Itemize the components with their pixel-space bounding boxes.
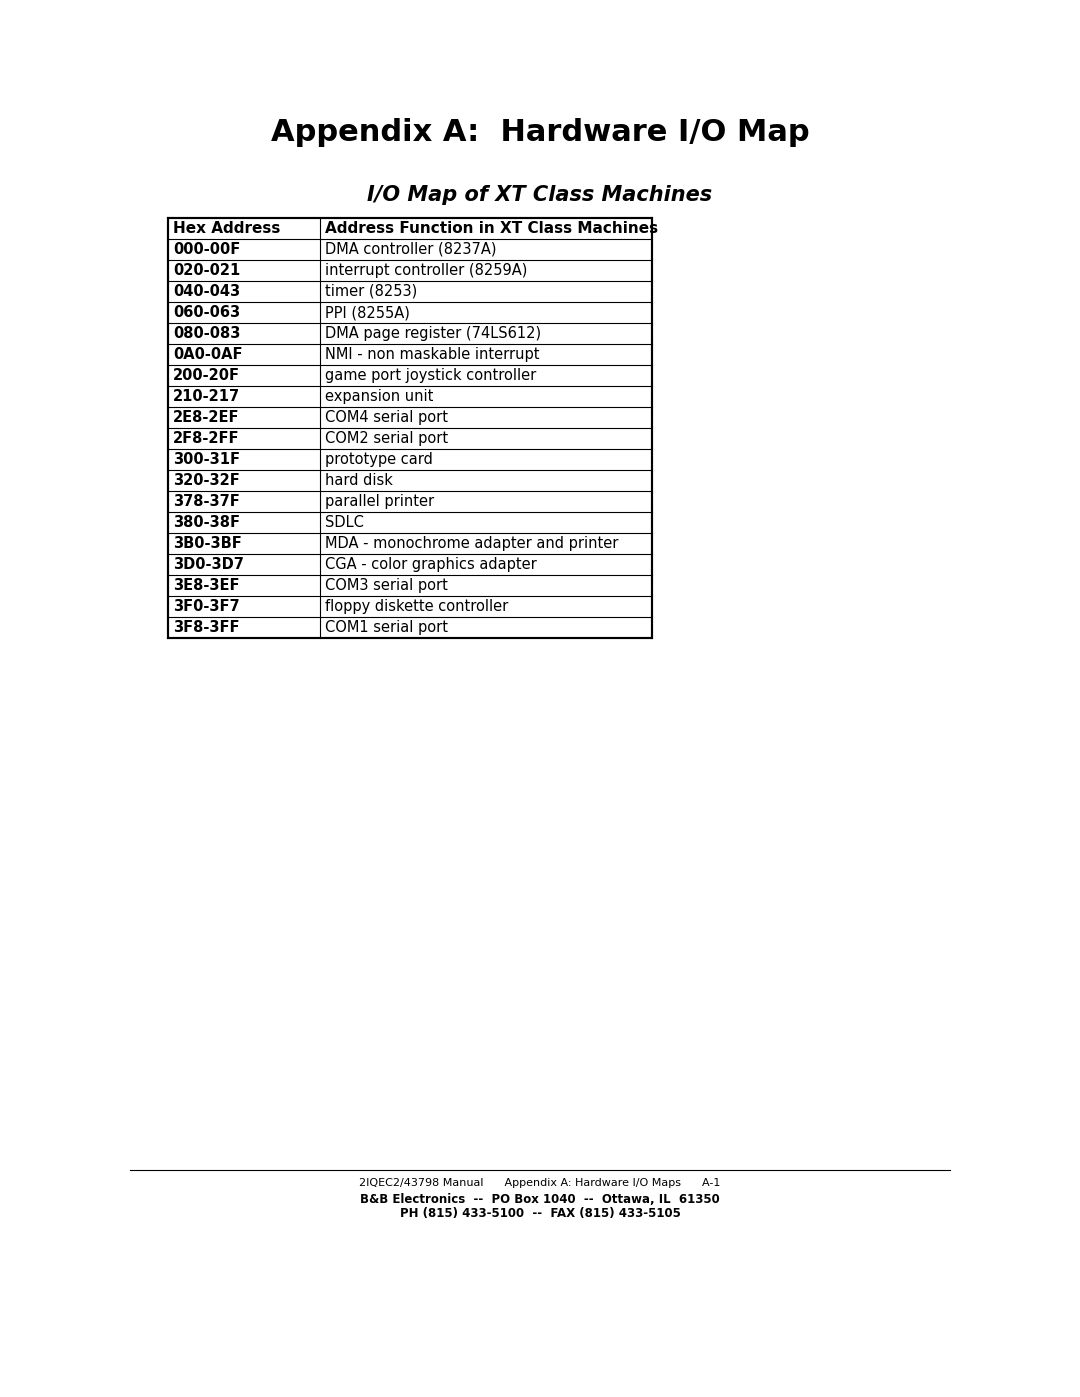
- Text: COM2 serial port: COM2 serial port: [325, 432, 448, 446]
- Text: parallel printer: parallel printer: [325, 495, 434, 509]
- Text: 060-063: 060-063: [173, 305, 240, 320]
- Text: 2IQEC2/43798 Manual      Appendix A: Hardware I/O Maps      A-1: 2IQEC2/43798 Manual Appendix A: Hardware…: [360, 1178, 720, 1187]
- Text: 3F8-3FF: 3F8-3FF: [173, 620, 240, 636]
- Text: CGA - color graphics adapter: CGA - color graphics adapter: [325, 557, 537, 571]
- Text: 380-38F: 380-38F: [173, 515, 240, 529]
- Text: 040-043: 040-043: [173, 284, 240, 299]
- Text: I/O Map of XT Class Machines: I/O Map of XT Class Machines: [367, 184, 713, 205]
- Text: COM4 serial port: COM4 serial port: [325, 409, 448, 425]
- Text: game port joystick controller: game port joystick controller: [325, 367, 537, 383]
- Text: MDA - monochrome adapter and printer: MDA - monochrome adapter and printer: [325, 536, 619, 550]
- Text: interrupt controller (8259A): interrupt controller (8259A): [325, 263, 527, 278]
- Text: NMI - non maskable interrupt: NMI - non maskable interrupt: [325, 346, 540, 362]
- Text: PPI (8255A): PPI (8255A): [325, 305, 410, 320]
- Text: 3B0-3BF: 3B0-3BF: [173, 536, 242, 550]
- Text: PH (815) 433-5100  --  FAX (815) 433-5105: PH (815) 433-5100 -- FAX (815) 433-5105: [400, 1207, 680, 1220]
- Text: expansion unit: expansion unit: [325, 388, 433, 404]
- Text: 3E8-3EF: 3E8-3EF: [173, 578, 240, 592]
- Text: COM1 serial port: COM1 serial port: [325, 620, 448, 636]
- Text: prototype card: prototype card: [325, 453, 433, 467]
- Text: 3F0-3F7: 3F0-3F7: [173, 599, 240, 615]
- Text: DMA page register (74LS612): DMA page register (74LS612): [325, 326, 541, 341]
- Text: B&B Electronics  --  PO Box 1040  --  Ottawa, IL  61350: B&B Electronics -- PO Box 1040 -- Ottawa…: [360, 1193, 720, 1206]
- Text: floppy diskette controller: floppy diskette controller: [325, 599, 509, 615]
- Text: 080-083: 080-083: [173, 326, 241, 341]
- Text: Address Function in XT Class Machines: Address Function in XT Class Machines: [325, 221, 658, 236]
- Text: 000-00F: 000-00F: [173, 242, 240, 257]
- Text: hard disk: hard disk: [325, 474, 393, 488]
- Text: 320-32F: 320-32F: [173, 474, 240, 488]
- Text: 3D0-3D7: 3D0-3D7: [173, 557, 244, 571]
- Text: Hex Address: Hex Address: [173, 221, 281, 236]
- Text: 2F8-2FF: 2F8-2FF: [173, 432, 240, 446]
- Text: 200-20F: 200-20F: [173, 367, 240, 383]
- Text: 210-217: 210-217: [173, 388, 240, 404]
- Text: DMA controller (8237A): DMA controller (8237A): [325, 242, 497, 257]
- Text: timer (8253): timer (8253): [325, 284, 417, 299]
- Text: SDLC: SDLC: [325, 515, 364, 529]
- Text: 300-31F: 300-31F: [173, 453, 240, 467]
- Text: 378-37F: 378-37F: [173, 495, 240, 509]
- Text: 020-021: 020-021: [173, 263, 240, 278]
- Text: 0A0-0AF: 0A0-0AF: [173, 346, 243, 362]
- Text: 2E8-2EF: 2E8-2EF: [173, 409, 240, 425]
- Text: Appendix A:  Hardware I/O Map: Appendix A: Hardware I/O Map: [271, 117, 809, 147]
- Text: COM3 serial port: COM3 serial port: [325, 578, 448, 592]
